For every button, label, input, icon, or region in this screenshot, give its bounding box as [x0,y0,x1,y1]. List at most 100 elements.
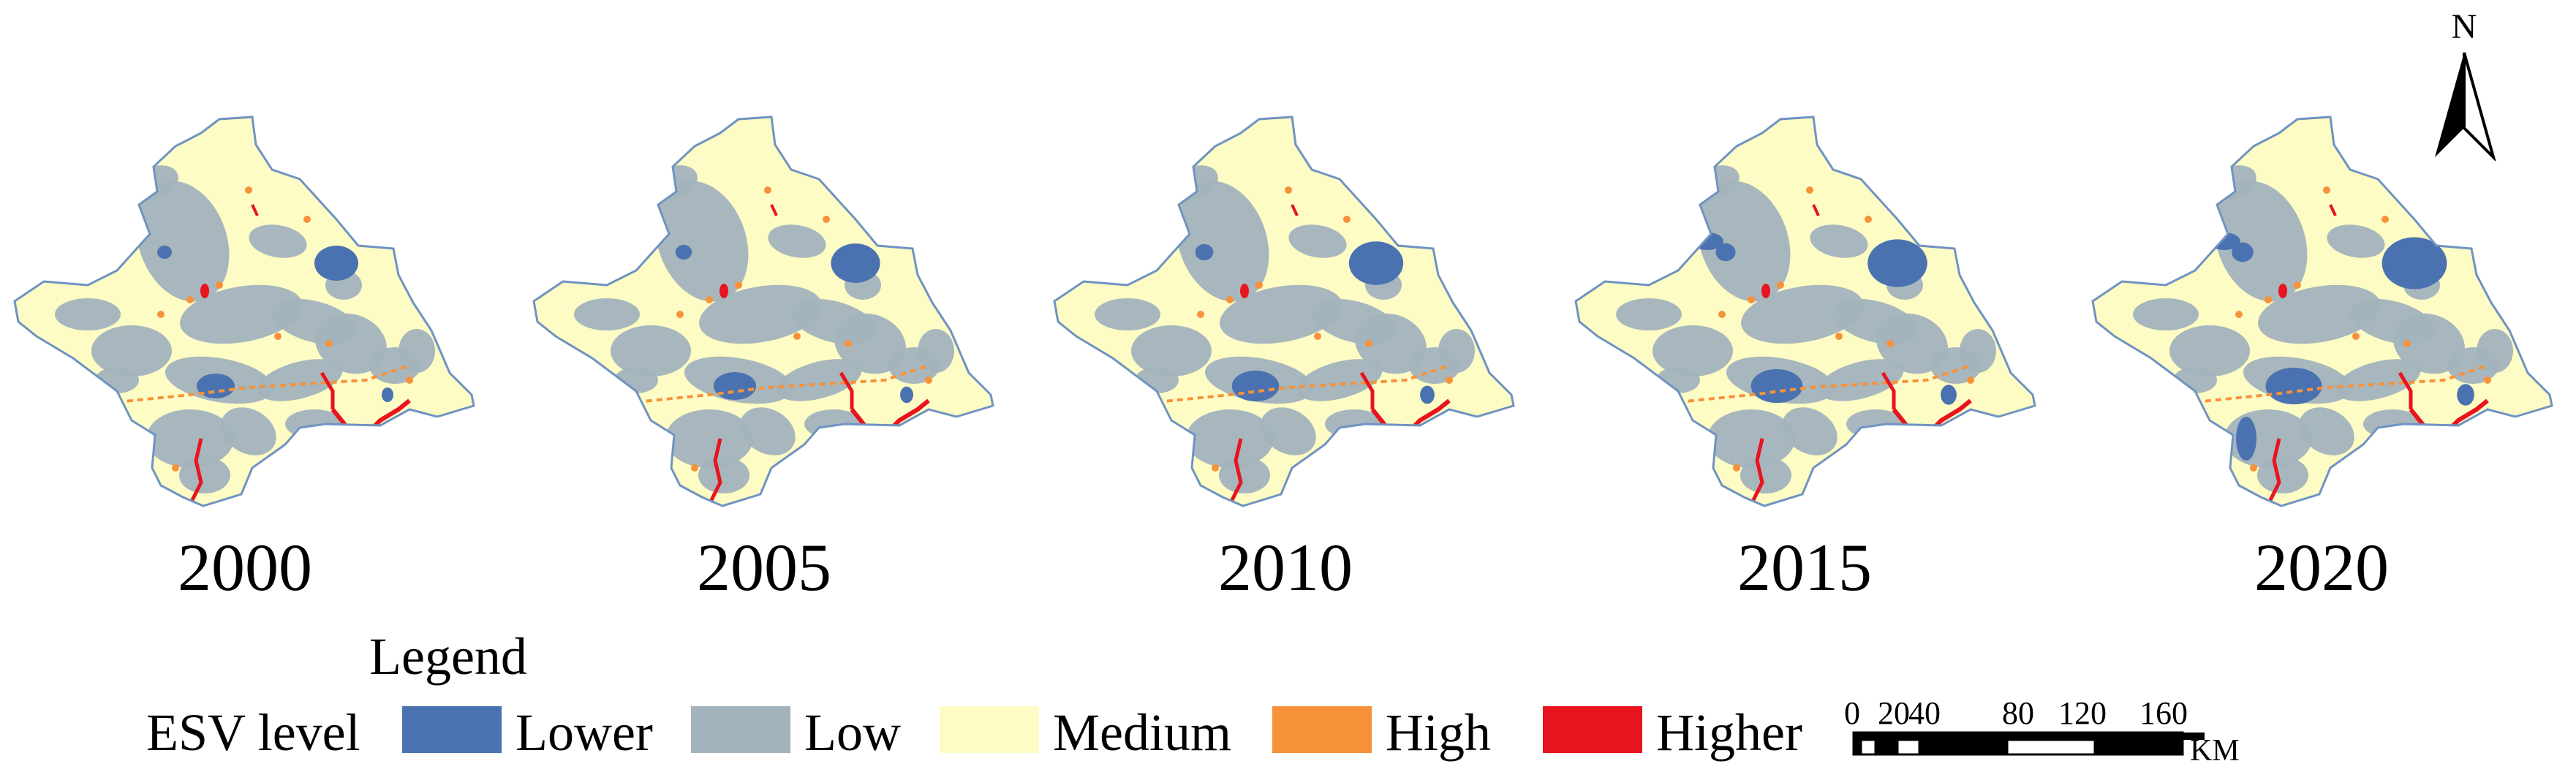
low-patch [180,284,303,344]
high-spot [1923,435,1930,442]
year-label-2020: 2020 [2254,530,2389,605]
scale-tick-120: 120 [2058,695,2107,731]
low-patch [1876,313,1948,374]
high-spot [1718,311,1726,318]
low-patch [1653,325,1733,376]
lower-patch [1750,368,1803,404]
low-patch [1131,325,1212,376]
high-spot [764,186,771,194]
low-patch [768,224,826,258]
low-patch [257,359,343,401]
year-label-2015: 2015 [1737,530,1872,605]
high-spot [706,296,713,303]
low-patch [2257,457,2308,493]
low-patch [1741,284,1864,344]
high-spot [406,376,413,384]
high-spot [1226,296,1234,303]
high-spot [1733,464,1740,472]
high-spot [1806,186,1813,194]
high-spot [245,186,252,194]
low-patch [1697,181,1791,302]
high-spot [1212,464,1219,472]
low-patch [2169,325,2250,376]
map-panel-2000 [13,116,475,507]
higher-spot [1240,284,1249,298]
low-patch [2477,329,2513,373]
low-patch [2133,298,2199,330]
low-patch [2299,407,2354,455]
higher-spot [2278,284,2287,298]
high-spot [2352,333,2360,340]
lower-patch [713,371,757,401]
lower-patch [831,243,880,283]
low-patch [655,181,749,302]
high-spot [676,311,684,318]
lower-patch [1195,243,1214,261]
esv-map-panels [13,116,2553,507]
high-spot [216,281,223,289]
higher-river [2266,438,2281,506]
low-patch [1707,409,1795,468]
year-label-2010: 2010 [1218,530,1353,605]
high-spot [691,464,698,472]
higher-river [1881,371,1896,409]
low-patch [918,329,954,373]
low-patch [136,181,230,302]
low-patch [1960,329,1996,373]
year-label-2005: 2005 [697,530,831,605]
low-patch [2214,181,2308,302]
lower-patch [382,387,393,402]
lower-patch [2382,237,2447,290]
high-river [1677,364,1971,404]
high-spot [186,296,194,303]
lower-patch [1691,232,1723,250]
high-spot [925,376,932,384]
low-patch [1288,224,1347,258]
scale-tick-0: 0 [1844,695,1860,731]
low-patch [1176,181,1269,302]
higher-river [2329,204,2337,216]
higher-river [707,438,722,506]
legend-title: Legend [369,627,527,686]
legend-swatch-higher [1543,706,1642,753]
north-label: N [2452,7,2477,46]
high-spot [1748,296,1755,303]
higher-river [1749,438,1764,506]
low-patch [1355,313,1427,374]
higher-river [1359,371,1375,409]
legend-swatch-lower [402,706,502,753]
high-spot [172,464,179,472]
low-patch [699,284,822,344]
high-spot [362,435,369,442]
high-spot [2484,376,2491,384]
high-spot [2235,311,2243,318]
scale-tick-80: 80 [2002,695,2034,731]
lower-patch [1420,385,1435,404]
low-patch [249,224,307,258]
low-patch [1296,359,1383,401]
legend-label-high: High [1386,703,1491,762]
low-patch [776,359,862,401]
high-spot [1285,186,1292,194]
region-outline [1053,116,1515,507]
low-patch [1616,298,1682,330]
higher-river [2398,371,2413,409]
high-spot [2265,296,2272,303]
high-spot [2250,464,2257,472]
scale-tick-20: 20 [1878,695,1910,731]
region-outline [2091,116,2553,507]
higher-river [320,371,335,409]
low-patch [55,298,121,330]
low-patch [399,329,435,373]
lower-patch [157,246,172,259]
low-patch [574,298,640,330]
low-patch [740,407,796,455]
high-spot [1365,340,1372,347]
lower-patch [1867,239,1927,287]
low-patch [665,409,753,468]
higher-river [839,371,854,409]
map-panel-2005 [532,116,994,507]
low-patch [2327,224,2385,258]
low-patch [2393,313,2465,374]
high-spot [1446,376,1453,384]
